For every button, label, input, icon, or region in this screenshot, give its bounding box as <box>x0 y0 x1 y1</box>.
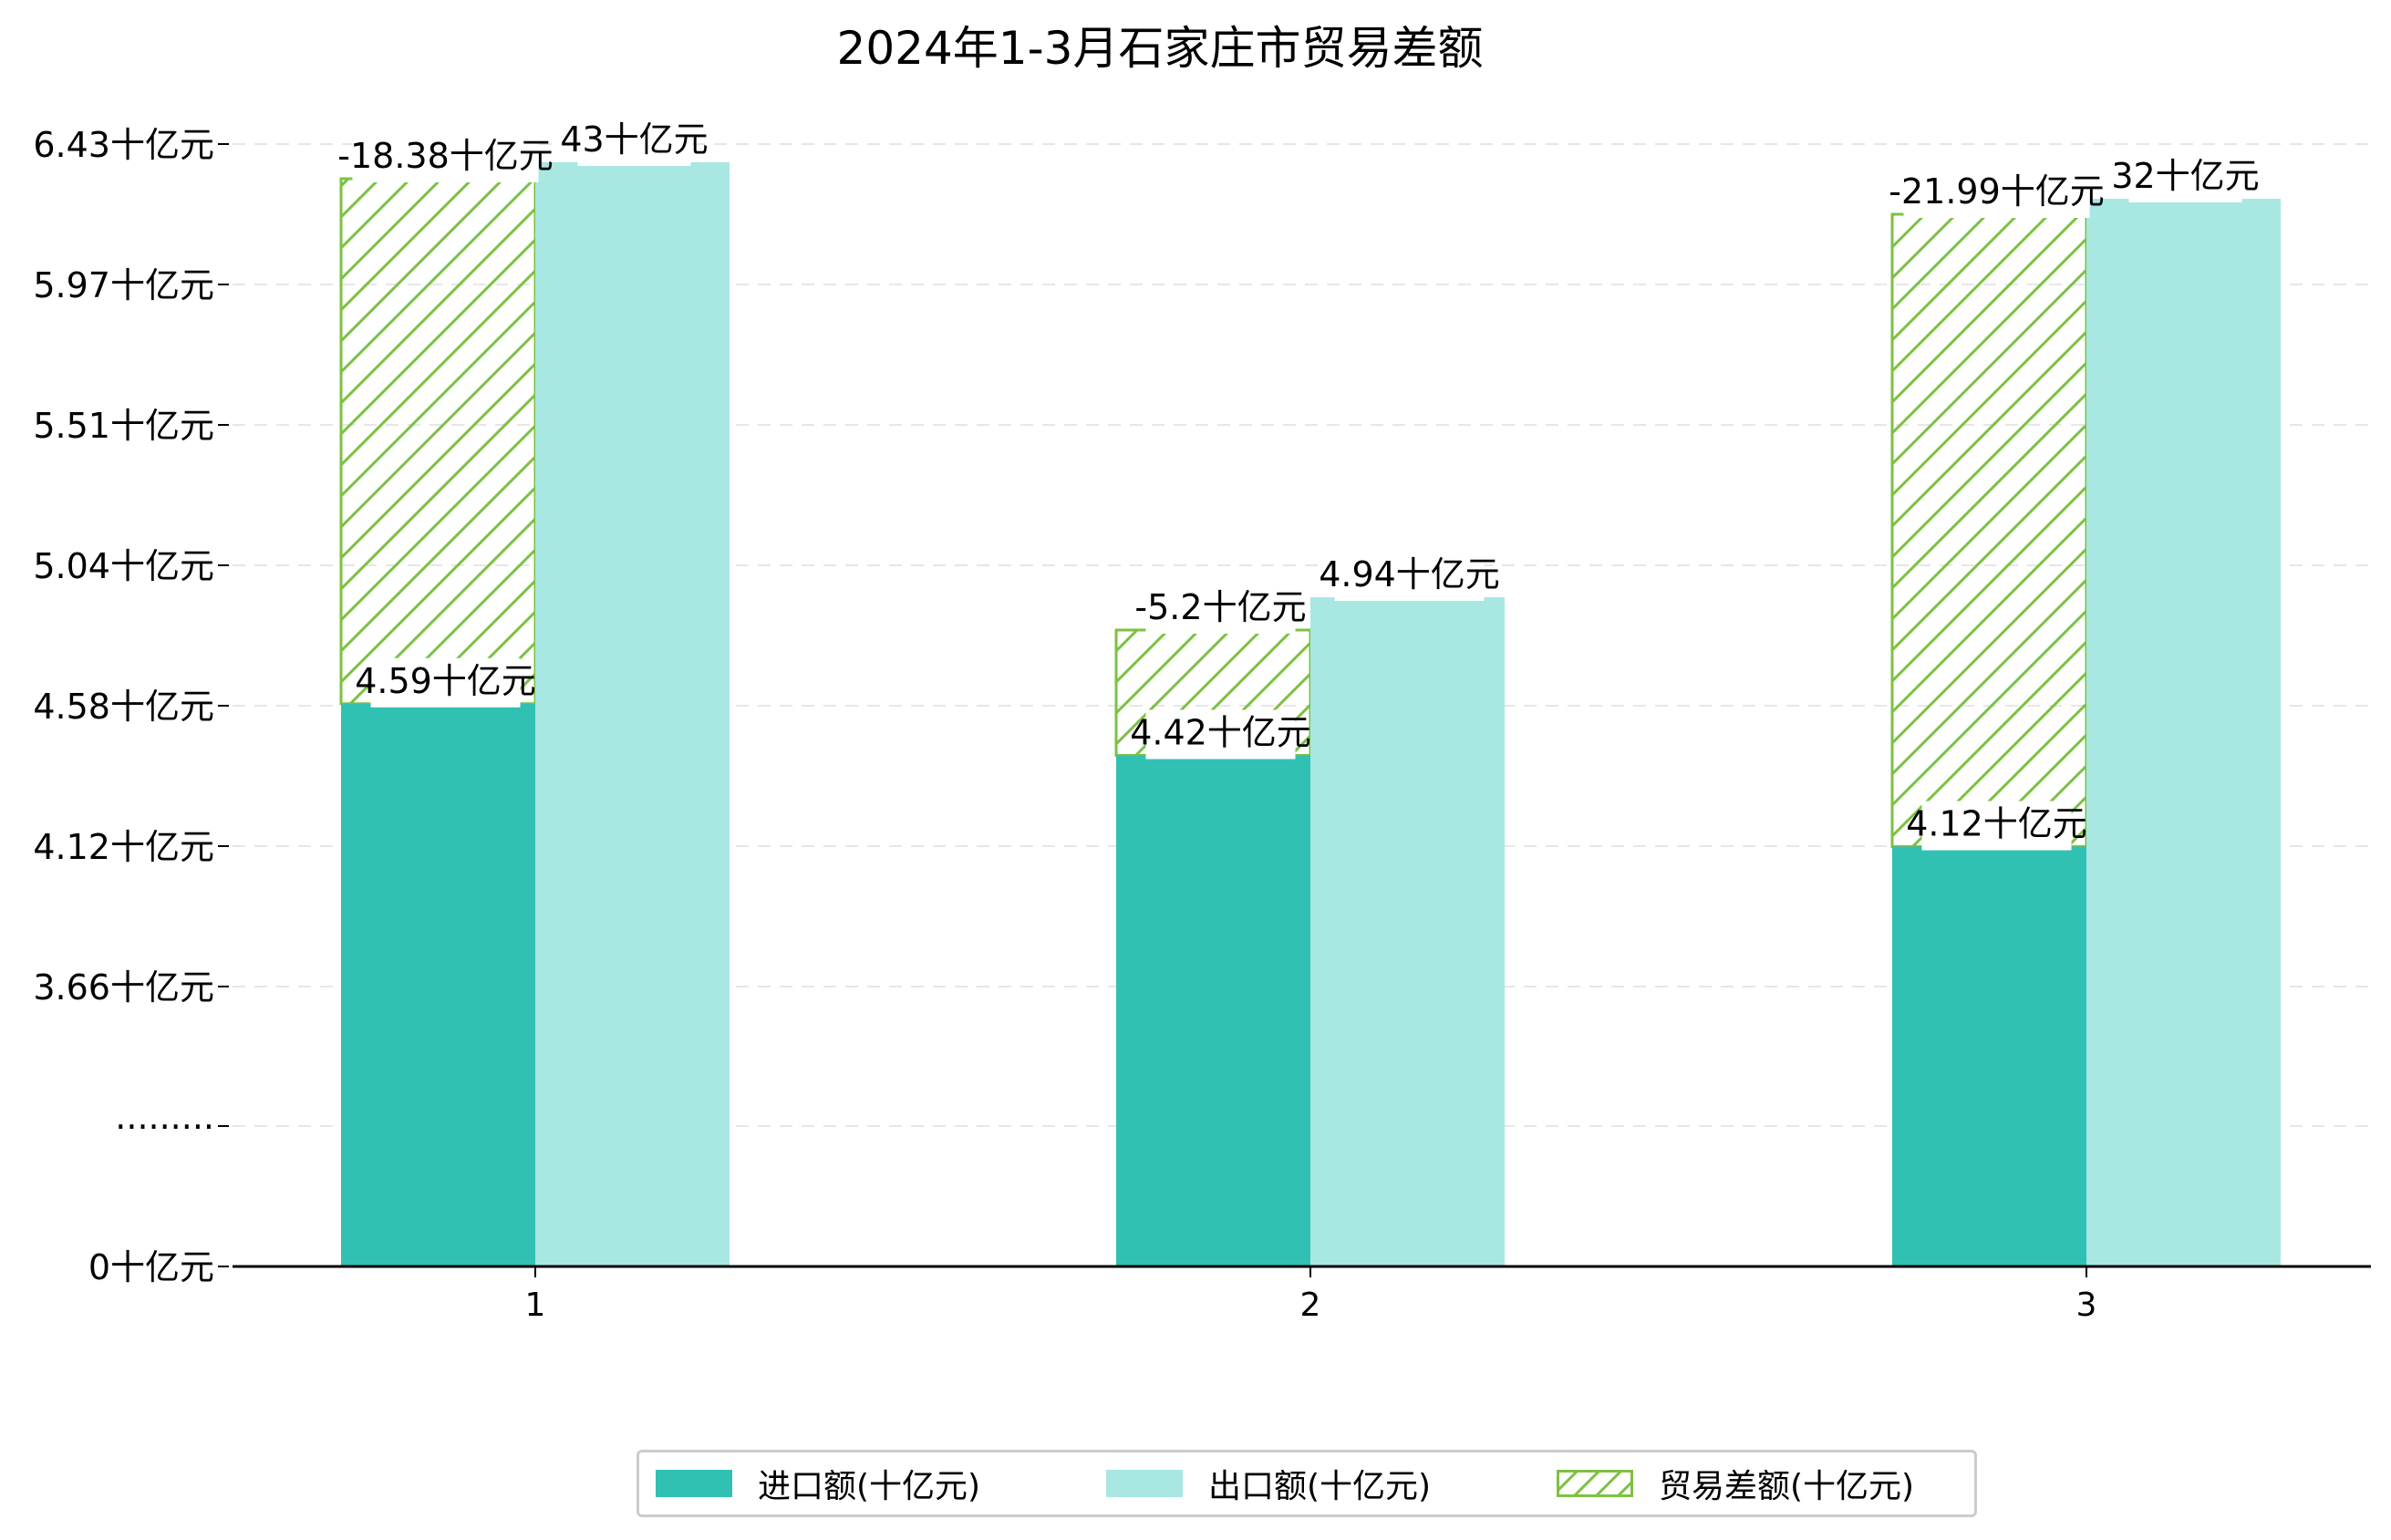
y-tick-label: 6.43十亿元 <box>33 125 214 165</box>
label-import: 4.42十亿元 <box>1130 712 1311 752</box>
label-import-bg <box>1921 801 2072 851</box>
label-balance: -21.99十亿元 <box>1889 171 2105 212</box>
legend-item-export: 出口额(十亿元) <box>1106 1452 1431 1514</box>
legend-swatch-export <box>1106 1470 1183 1497</box>
label-export: 43十亿元 <box>560 119 708 160</box>
bar-import <box>341 703 535 1266</box>
x-tick-label: 2 <box>1300 1287 1321 1324</box>
label-balance-bg <box>1903 169 2090 218</box>
y-tick-label: 4.58十亿元 <box>33 687 214 727</box>
bar-export <box>1310 597 1505 1266</box>
label-export: 32十亿元 <box>2111 156 2259 196</box>
y-tick-label: ········· <box>115 1107 214 1147</box>
label-import: 4.12十亿元 <box>1906 804 2087 844</box>
y-tick-label: 3.66十亿元 <box>33 967 214 1008</box>
label-balance-bg <box>1145 584 1296 634</box>
y-tick-label: 5.97十亿元 <box>33 265 214 305</box>
label-export-bg <box>2128 153 2242 203</box>
x-axis: 1 2 3 <box>233 1265 2371 1324</box>
bar-export <box>2086 199 2281 1266</box>
legend-label-balance: 贸易差额(十亿元) <box>1659 1468 1915 1505</box>
label-balance-bg <box>352 133 539 182</box>
x-tick-label: 1 <box>525 1287 546 1324</box>
bars <box>339 162 2281 1267</box>
legend-swatch-import <box>656 1470 732 1497</box>
bar-balance <box>1890 212 2088 849</box>
label-balance: -5.2十亿元 <box>1134 587 1306 627</box>
label-export-bg <box>1334 552 1485 602</box>
label-import: 4.59十亿元 <box>355 661 536 701</box>
bar-import <box>1892 846 2086 1266</box>
y-tick-label: 5.51十亿元 <box>33 406 214 446</box>
chart-title: 2024年1-3月石家庄市贸易差额 <box>837 22 1484 75</box>
y-tick-label: 5.04十亿元 <box>33 546 214 586</box>
label-balance: -18.38十亿元 <box>337 136 554 176</box>
y-axis: 0十亿元 ········· 3.66十亿元 4.12十亿元 4.58十亿元 5.04十亿… <box>33 125 229 1287</box>
label-export-bg <box>577 117 691 167</box>
legend-label-export: 出口额(十亿元) <box>1208 1468 1432 1505</box>
label-import-bg <box>1145 709 1296 760</box>
data-labels: 4.59十亿元 -18.38十亿元 43十亿元 4.42十亿元 -5.2十亿元 4.94十… <box>337 117 2260 851</box>
legend-swatch-balance <box>1557 1470 1633 1497</box>
label-export: 4.94十亿元 <box>1319 554 1500 594</box>
y-tick-label: 4.12十亿元 <box>33 827 214 867</box>
bar-import <box>1116 755 1310 1266</box>
legend-label-import: 进口额(十亿元) <box>758 1468 981 1505</box>
bar-balance <box>339 177 537 706</box>
legend-item-balance: 贸易差额(十亿元) <box>1557 1452 1914 1514</box>
label-import-bg <box>370 657 521 708</box>
x-tick-label: 3 <box>2076 1287 2097 1324</box>
legend-item-import: 进口额(十亿元) <box>656 1452 980 1514</box>
legend: 进口额(十亿元) 出口额(十亿元) 贸易差额(十亿元) <box>637 1450 1977 1517</box>
bar-export <box>535 162 730 1267</box>
y-tick-label: 0十亿元 <box>88 1247 214 1287</box>
